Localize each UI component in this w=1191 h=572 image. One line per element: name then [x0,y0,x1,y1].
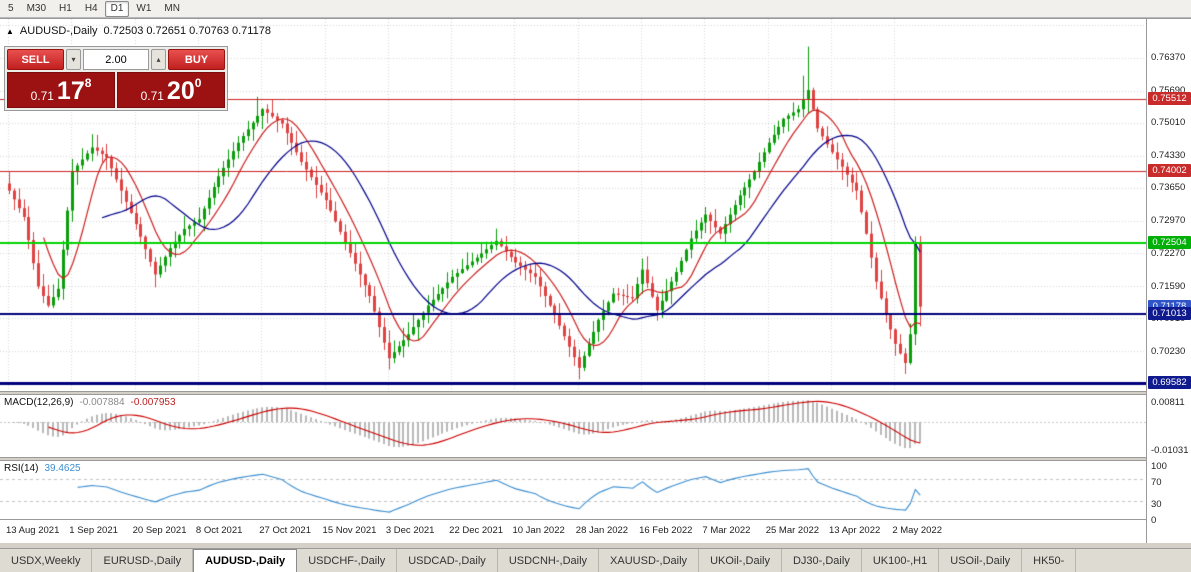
date-axis-label: 28 Jan 2022 [575,525,629,536]
price-level-badge: 0.69582 [1148,376,1191,389]
chart-tab-usdchf-daily[interactable]: USDCHF-,Daily [297,549,398,572]
buy-price-pipette: 0 [194,76,202,90]
volume-increase-button[interactable]: ▴ [151,49,166,70]
rsi-name: RSI(14) [4,463,39,474]
macd-axis-label: -0.01031 [1151,444,1189,456]
price-level-badge: 0.75512 [1148,92,1191,106]
price-axis-label: 0.75690 [1151,84,1186,96]
chart-tab-eurusd-daily[interactable]: EURUSD-,Daily [92,549,194,572]
sell-price-pipette: 8 [84,76,92,90]
chart-symbol-period: AUDUSD-,Daily [19,25,98,37]
price-level-badge: 0.71013 [1148,307,1191,321]
date-axis-label: 22 Dec 2021 [449,525,504,536]
date-axis-label: 25 Mar 2022 [765,525,820,536]
rsi-axis-label: 100 [1151,461,1167,472]
rsi-axis-label: 70 [1151,477,1162,489]
date-axis-label: 13 Apr 2022 [829,525,881,536]
chart-window: ▲ AUDUSD-,Daily 0.72503 0.72651 0.70763 … [0,18,1191,543]
date-axis-label: 20 Sep 2021 [132,525,187,536]
rsi-axis-label: 0 [1151,515,1157,526]
volume-input[interactable] [83,49,149,70]
sell-price-display[interactable]: 0.71 17 8 [7,72,115,108]
timeframe-button-m30[interactable]: M30 [26,2,47,14]
chart-tab-audusd-daily[interactable]: AUDUSD-,Daily [193,549,298,572]
chart-tab-usoil-daily[interactable]: USOil-,Daily [939,549,1023,572]
price-axis-label: 0.74330 [1151,149,1186,161]
rsi-indicator-header: RSI(14) 39.4625 [4,463,81,474]
macd-signal-value: -0.007953 [130,397,176,408]
timeframe-button-5[interactable]: 5 [8,2,14,14]
chart-tab-usdcnh-daily[interactable]: USDCNH-,Daily [498,549,600,572]
macd-panel-splitter[interactable] [0,391,1146,395]
chart-tabs-bar: USDX,Weekly EURUSD-,Daily AUDUSD-,Daily USD… [0,548,1191,572]
date-axis-label: 13 Aug 2021 [6,525,60,536]
one-click-trading-panel: SELL ▾ ▴ BUY 0.71 17 8 0.71 20 0 [4,46,228,111]
timeframe-button-w1[interactable]: W1 [136,2,152,14]
price-level-badge: 0.72504 [1148,236,1191,250]
date-axis-label: 1 Sep 2021 [69,525,118,536]
chart-tab-dj30-daily[interactable]: DJ30-,Daily [782,549,862,572]
macd-main-value: -0.007884 [79,397,125,408]
date-axis-label: 7 Mar 2022 [702,525,751,536]
timeframe-toolbar: 5 M30 H1 H4 D1 W1 MN [0,0,1191,18]
price-axis-label: 0.72970 [1151,214,1186,226]
chart-tab-ukoil-daily[interactable]: UKOil-,Daily [699,549,782,572]
buy-price-display[interactable]: 0.71 20 0 [117,72,225,108]
macd-name: MACD(12,26,9) [4,397,74,408]
chevron-down-icon: ▾ [71,54,76,64]
rsi-panel-splitter[interactable] [0,457,1146,461]
macd-axis-label: 0.00811 [1151,396,1185,408]
chart-title: ▲ AUDUSD-,Daily 0.72503 0.72651 0.70763 … [6,25,271,37]
timeframe-button-h4[interactable]: H4 [84,2,98,14]
price-axis-label: 0.73650 [1151,182,1186,194]
chart-tab-hk50[interactable]: HK50- [1022,549,1077,572]
chart-tab-uk100-h1[interactable]: UK100-,H1 [862,549,940,572]
date-axis-label: 3 Dec 2021 [385,525,435,536]
chart-ohlc-values: 0.72503 0.72651 0.70763 0.71178 [103,25,271,37]
price-axis-label: 0.76370 [1151,52,1186,63]
chart-tab-usdcad-daily[interactable]: USDCAD-,Daily [397,549,498,572]
trade-controls-row: SELL ▾ ▴ BUY [7,49,225,70]
sell-button[interactable]: SELL [7,49,64,70]
rsi-axis-label: 30 [1151,498,1162,510]
chevron-up-icon: ▴ [156,54,161,64]
date-axis-label: 10 Jan 2022 [512,525,565,536]
macd-canvas[interactable] [0,395,1146,457]
price-level-badge: 0.74002 [1148,164,1191,178]
window-icon: ▲ [6,26,14,36]
date-axis-label: 27 Oct 2021 [259,525,311,536]
timeframe-button-mn[interactable]: MN [164,2,180,14]
price-axis[interactable]: 0.76370 0.75690 0.75010 0.74330 0.73650 0.729… [1146,19,1191,543]
price-axis-label: 0.71590 [1151,280,1186,292]
buy-price-big-digits: 20 [166,77,195,105]
sell-price-prefix: 0.71 [30,89,54,103]
macd-indicator-header: MACD(12,26,9) -0.007884 -0.007953 [4,397,176,408]
buy-price-prefix: 0.71 [140,89,164,103]
timeframe-button-d1[interactable]: D1 [104,0,130,17]
date-axis-label: 2 May 2022 [892,525,942,536]
date-axis-label: 16 Feb 2022 [639,525,693,536]
chart-tab-usdx-weekly[interactable]: USDX,Weekly [0,549,93,572]
price-axis-label: 0.75010 [1151,117,1186,129]
price-axis-label: 0.72270 [1151,248,1186,260]
trade-prices-row: 0.71 17 8 0.71 20 0 [7,72,225,108]
price-axis-label: 0.70230 [1151,345,1186,357]
rsi-value: 39.4625 [44,463,81,474]
date-axis-label: 15 Nov 2021 [322,525,377,536]
buy-button[interactable]: BUY [168,49,225,70]
chart-tab-xauusd-daily[interactable]: XAUUSD-,Daily [599,549,700,572]
timeframe-button-h1[interactable]: H1 [59,2,72,14]
date-axis[interactable]: 13 Aug 2021 1 Sep 2021 20 Sep 2021 8 Oct 20… [0,519,1146,543]
date-axis-label: 8 Oct 2021 [195,525,243,536]
rsi-canvas[interactable] [0,461,1146,519]
sell-price-big-digits: 17 [56,77,85,105]
volume-dropdown-button[interactable]: ▾ [66,49,81,70]
